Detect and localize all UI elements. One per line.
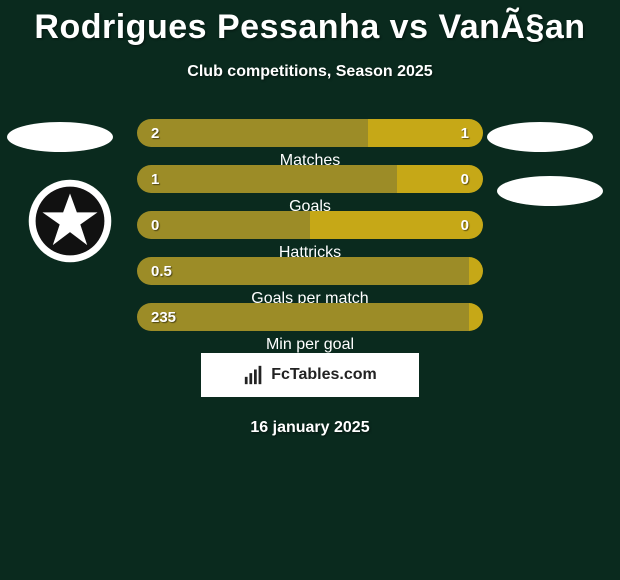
stat-row-wrap: 0.5Goals per match — [137, 257, 483, 285]
stat-row: 00 — [137, 211, 483, 239]
club-crest-icon — [27, 178, 113, 264]
stat-row: 0.5 — [137, 257, 483, 285]
stat-row-wrap: 00Hattricks — [137, 211, 483, 239]
stat-right-value: 1 — [368, 119, 483, 147]
brand-text: FcTables.com — [271, 366, 377, 384]
stat-row-wrap: 10Goals — [137, 165, 483, 193]
stat-left-value: 2 — [137, 119, 368, 147]
page-title: Rodrigues Pessanha vs VanÃ§an — [0, 0, 620, 47]
stat-left-value: 0.5 — [137, 257, 469, 285]
stat-right-value: 0 — [310, 211, 483, 239]
page-subtitle: Club competitions, Season 2025 — [0, 63, 620, 81]
badge-right-mid — [497, 176, 603, 206]
stat-row: 235 — [137, 303, 483, 331]
badge-right-top — [487, 122, 593, 152]
stat-right-value — [469, 257, 483, 285]
stat-right-value — [469, 303, 483, 331]
stat-left-value: 1 — [137, 165, 397, 193]
stat-row: 10 — [137, 165, 483, 193]
barchart-icon — [243, 364, 265, 386]
stat-row-wrap: 21Matches — [137, 119, 483, 147]
stat-row: 21 — [137, 119, 483, 147]
footer-date: 16 january 2025 — [0, 419, 620, 437]
brand-box: FcTables.com — [201, 353, 419, 397]
badge-left-top — [7, 122, 113, 152]
stat-left-value: 235 — [137, 303, 469, 331]
stat-left-value: 0 — [137, 211, 310, 239]
stat-right-value: 0 — [397, 165, 484, 193]
stat-row-wrap: 235Min per goal — [137, 303, 483, 331]
